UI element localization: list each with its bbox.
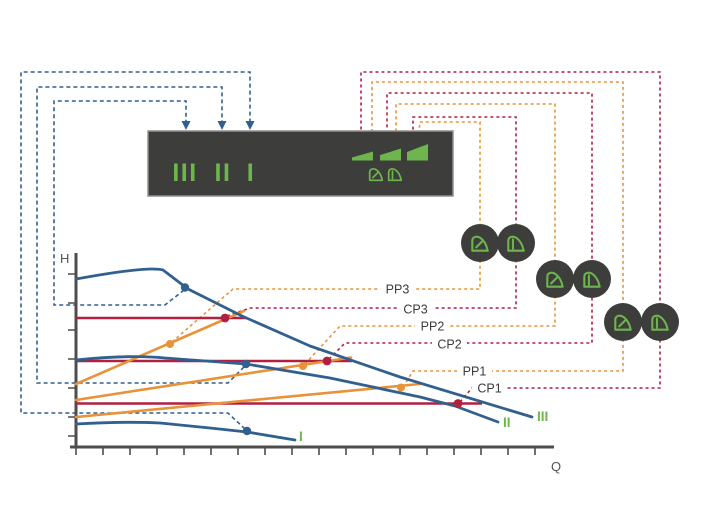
label-backing	[398, 301, 433, 317]
speed-indicator-I: I	[247, 159, 255, 187]
speed-indicator-II: II	[215, 159, 232, 187]
pump-curve-ii	[74, 355, 500, 424]
pp1-label: PP1	[463, 365, 487, 379]
pp3-line	[74, 309, 246, 386]
pp1-line	[74, 382, 422, 419]
route-speed-i	[20, 71, 251, 430]
pp2-label: PP2	[421, 320, 445, 334]
speed-iii-duty-dot	[180, 283, 190, 292]
blue-route-arrowheads	[181, 121, 255, 130]
badge-circle	[573, 260, 611, 298]
cp3-label: CP3	[403, 303, 427, 317]
label-backing	[415, 318, 450, 334]
arrow-down-icon	[181, 121, 191, 130]
route-cp3	[226, 116, 517, 317]
route-cp2	[328, 92, 593, 360]
speed-ii-duty-dot	[241, 359, 251, 369]
y-axis-label: H	[60, 251, 69, 266]
wedge-large-icon	[407, 144, 428, 161]
x-axis-label: Q	[551, 459, 561, 474]
label-backing	[457, 363, 492, 379]
badge-circle	[497, 224, 535, 262]
cp1-duty-dot	[453, 399, 463, 408]
chart-axes	[68, 253, 554, 455]
label-backing	[380, 281, 415, 297]
control-panel: III II I	[147, 130, 454, 197]
curve-label-ii: II	[503, 415, 511, 430]
cp2-label: CP2	[437, 338, 461, 352]
pump-speed-curves	[74, 267, 534, 442]
pp3-label: PP3	[386, 283, 410, 297]
operating-point-dots	[166, 283, 463, 436]
curve-labels: I II III	[299, 409, 548, 444]
cp2-duty-dot	[322, 356, 332, 366]
cp3-duty-dot	[220, 313, 230, 323]
badge-pair-3-speed	[461, 224, 535, 262]
route-pp1	[371, 81, 624, 388]
setting-wedges	[352, 144, 428, 161]
route-pp2	[304, 103, 556, 365]
badge-circle	[641, 303, 679, 341]
speed-indicator-III: III	[172, 159, 197, 187]
label-backing	[472, 380, 507, 396]
y-axis-ticks	[68, 273, 76, 437]
mode-badges	[461, 224, 679, 341]
label-backing	[432, 336, 467, 352]
curve-label-i: I	[299, 429, 303, 444]
badge-pair-1-speed	[604, 303, 679, 341]
leader-labels: PP3 CP3 PP2 CP2 PP1 CP1	[380, 281, 507, 396]
route-pp3	[171, 121, 481, 343]
pump-curve-iii	[74, 267, 534, 419]
arrow-down-icon	[245, 121, 255, 130]
pp3-duty-dot	[166, 340, 174, 348]
orange-dashed-routes	[171, 81, 624, 388]
blue-dashed-routes	[20, 71, 251, 430]
curve-label-iii: III	[537, 409, 548, 424]
control-panel-display	[147, 130, 454, 197]
x-axis-ticks	[75, 447, 536, 455]
pp1-duty-dot	[397, 383, 405, 392]
badge-pair-2-speed	[536, 260, 611, 298]
pump-curve-i	[74, 420, 297, 442]
pp2-duty-dot	[299, 362, 307, 370]
red-dashed-routes	[226, 71, 661, 403]
arrow-down-icon	[217, 121, 227, 130]
wedge-small-icon	[352, 151, 373, 161]
route-speed-ii	[36, 86, 245, 384]
wedge-medium-icon	[380, 148, 401, 161]
cp1-label: CP1	[477, 382, 501, 396]
speed-i-duty-dot	[242, 426, 252, 436]
